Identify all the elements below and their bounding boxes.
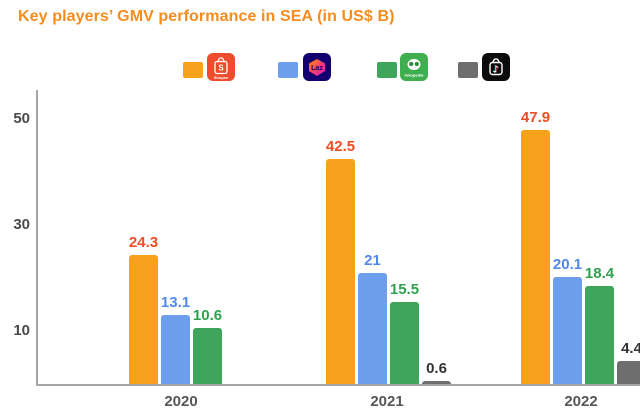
bar-shopee-2020 bbox=[129, 255, 158, 384]
y-tick-10: 10 bbox=[13, 322, 30, 339]
x-axis-line bbox=[36, 384, 640, 386]
chart-title: Key players’ GMV performance in SEA (in … bbox=[18, 8, 395, 25]
tiktok-shop-app-icon: ♪ ♪ ♪ bbox=[482, 53, 510, 81]
bar-shopee-2022 bbox=[521, 130, 550, 384]
bar-lazada-2020 bbox=[161, 315, 190, 384]
x-label-2020: 2020 bbox=[164, 393, 198, 410]
svg-text:tokopedia: tokopedia bbox=[405, 73, 425, 78]
bar-value-shopee-2020: 24.3 bbox=[128, 234, 159, 251]
svg-text:Laz: Laz bbox=[311, 65, 323, 72]
bar-tiktok-shop-2021 bbox=[422, 381, 451, 384]
bar-shopee-2021 bbox=[326, 159, 355, 384]
bar-tiktok-shop-2022 bbox=[617, 361, 640, 384]
legend-swatch-shopee bbox=[183, 62, 203, 78]
bar-value-tiktok-shop-2022: 4.4 bbox=[621, 340, 640, 357]
bar-lazada-2022 bbox=[553, 277, 582, 384]
bar-value-lazada-2021: 21 bbox=[364, 252, 381, 269]
svg-text:♪: ♪ bbox=[493, 64, 499, 75]
legend-swatch-tiktok-shop bbox=[458, 62, 478, 78]
bar-tokopedia-2021 bbox=[390, 302, 419, 384]
x-label-2022: 2022 bbox=[564, 393, 598, 410]
legend-swatch-tokopedia bbox=[377, 62, 397, 78]
lazada-app-icon: Laz bbox=[303, 53, 331, 81]
legend-swatch-lazada bbox=[278, 62, 298, 78]
x-label-2021: 2021 bbox=[370, 393, 404, 410]
bar-value-lazada-2020: 13.1 bbox=[160, 294, 191, 311]
bar-value-tokopedia-2022: 18.4 bbox=[584, 265, 615, 282]
bar-tokopedia-2022 bbox=[585, 286, 614, 384]
y-axis-line bbox=[36, 90, 38, 386]
svg-text:Shopee: Shopee bbox=[214, 75, 229, 80]
svg-text:S: S bbox=[218, 64, 224, 73]
tokopedia-app-icon: tokopedia bbox=[400, 53, 428, 81]
y-tick-50: 50 bbox=[13, 110, 30, 127]
bar-lazada-2021 bbox=[358, 273, 387, 384]
bar-tokopedia-2020 bbox=[193, 328, 222, 384]
bar-value-lazada-2022: 20.1 bbox=[552, 256, 583, 273]
svg-text:♪: ♪ bbox=[492, 64, 498, 75]
svg-text:♪: ♪ bbox=[494, 65, 500, 76]
shopee-app-icon: S Shopee bbox=[207, 53, 235, 81]
bar-value-tokopedia-2021: 15.5 bbox=[389, 281, 420, 298]
y-tick-30: 30 bbox=[13, 216, 30, 233]
bar-value-tokopedia-2020: 10.6 bbox=[192, 307, 223, 324]
bar-value-shopee-2021: 42.5 bbox=[325, 138, 356, 155]
bar-value-tiktok-shop-2021: 0.6 bbox=[426, 360, 447, 377]
bar-value-shopee-2022: 47.9 bbox=[520, 109, 551, 126]
